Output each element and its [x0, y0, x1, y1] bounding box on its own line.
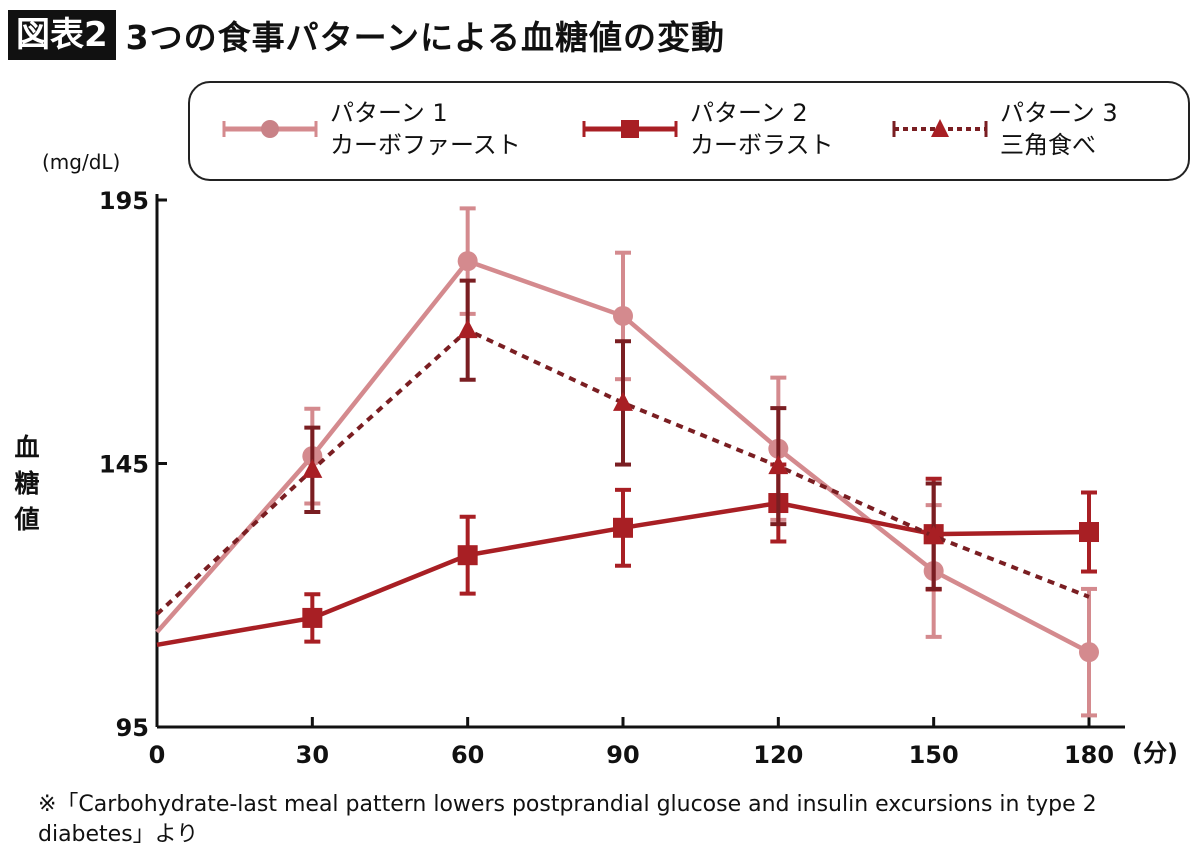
y-unit: (mg/dL) — [42, 150, 121, 174]
x-tick-label: 60 — [451, 741, 484, 769]
legend-marker-square — [582, 120, 678, 138]
legend-sublabel: カーボラスト — [690, 131, 834, 159]
legend-sublabel: 三角食べ — [1000, 131, 1096, 159]
data-point-triangle — [768, 455, 789, 475]
legend: パターン 1 カーボファースト パターン 2 カーボラスト パターン 3 三角食べ — [188, 81, 1190, 181]
data-point-triangle — [923, 525, 944, 545]
y-tick-label: 145 — [99, 451, 149, 479]
title-bar: 図表2 3つの食事パターンによる血糖値の変動 — [8, 10, 725, 60]
legend-marker-triangle — [892, 119, 988, 137]
x-tick-label: 180 — [1064, 741, 1114, 769]
legend-label: パターン 3 — [1000, 99, 1118, 127]
x-tick-label: 90 — [606, 741, 639, 769]
legend-sublabel: カーボファースト — [330, 131, 521, 159]
figure-label: 図表2 — [8, 10, 116, 60]
source-note: ※「Carbohydrate-last meal pattern lowers … — [38, 792, 1097, 847]
data-point-triangle — [302, 458, 323, 478]
x-tick-label: 150 — [909, 741, 959, 769]
legend-label: パターン 1 — [330, 99, 448, 127]
legend-item-pattern-1: パターン 1 カーボファースト — [220, 97, 521, 161]
data-point-square — [302, 607, 323, 628]
legend-label: パターン 2 — [690, 99, 808, 127]
legend-item-pattern-3: パターン 3 三角食べ — [890, 97, 1118, 161]
x-tick-label: 30 — [296, 741, 329, 769]
data-point-triangle — [613, 391, 633, 411]
data-point-circle — [1079, 642, 1099, 663]
y-tick-label: 195 — [99, 187, 149, 215]
data-point-square — [613, 517, 633, 538]
data-point-circle — [613, 305, 633, 326]
y-tick-label: 95 — [116, 714, 149, 742]
x-tick-label: 0 — [149, 741, 166, 769]
x-tick-label: 120 — [753, 741, 803, 769]
data-point-square — [1079, 522, 1099, 543]
y-axis-label: 血糖値 — [14, 433, 40, 534]
data-point-circle — [457, 251, 478, 272]
data-point-square — [457, 545, 478, 566]
x-axis-label: (分) — [1132, 739, 1178, 767]
data-point-triangle — [457, 319, 478, 339]
legend-marker-circle — [222, 120, 318, 138]
chart-title: 3つの食事パターンによる血糖値の変動 — [125, 18, 725, 57]
legend-item-pattern-2: パターン 2 カーボラスト — [580, 97, 834, 161]
